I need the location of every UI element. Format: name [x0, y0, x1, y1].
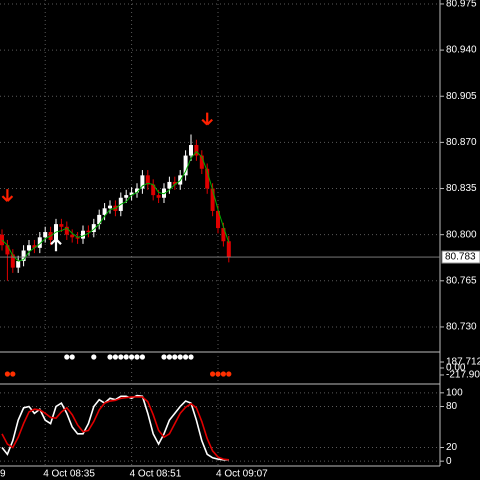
signal-dot [161, 354, 167, 360]
current-price-label: 80.783 [445, 252, 476, 263]
candle-body [226, 241, 231, 258]
y-tick-label: 80 [446, 401, 458, 412]
signal-dot [4, 371, 10, 377]
y-tick-label: 80.940 [446, 45, 477, 56]
candle-body [5, 245, 10, 255]
candle-body [162, 188, 166, 198]
y-tick-label: 80.765 [446, 275, 477, 286]
candle-body [16, 261, 21, 268]
signal-dot [139, 354, 145, 360]
signal-dot [226, 371, 232, 377]
candle-body [64, 226, 69, 235]
y-tick-label: 80.870 [446, 137, 477, 148]
candle-body [59, 224, 64, 227]
signal-dot [172, 354, 178, 360]
candle-body [91, 224, 96, 233]
y-tick-label: 80.835 [446, 183, 477, 194]
candle-body [102, 208, 107, 215]
candle-body [140, 175, 145, 189]
signal-dot [166, 354, 172, 360]
candle-body [37, 237, 42, 248]
stochastic-line [1, 394, 229, 461]
y-tick-label: 187.712 [446, 357, 480, 368]
candle-body [194, 145, 199, 156]
candle-body [221, 228, 226, 242]
current-price-box [441, 250, 480, 264]
candle-body [156, 195, 161, 198]
candle-body [145, 175, 150, 185]
candle-body [70, 234, 75, 238]
y-tick-label: 80.730 [446, 322, 477, 333]
x-tick-label: 4 Oct 08:35 [43, 469, 95, 480]
signal-dot [69, 354, 75, 360]
signal-dot [134, 354, 140, 360]
signal-dot [64, 354, 70, 360]
candle-body [81, 230, 85, 239]
signal-dot [210, 371, 216, 377]
candle-body [32, 245, 37, 248]
candle-body [124, 195, 129, 198]
candle-body [151, 184, 156, 196]
signal-dot [91, 354, 97, 360]
candle-body [129, 192, 134, 196]
sell-arrow [201, 112, 213, 126]
y-tick-label: 80.905 [446, 91, 477, 102]
signal-dot [188, 354, 194, 360]
candle-body [216, 210, 220, 229]
candle-body [43, 232, 48, 238]
signal-dot [118, 354, 124, 360]
y-tick-label: 20 [446, 442, 458, 453]
x-tick-label: 4 Oct 08:51 [130, 469, 182, 480]
y-tick-label: 0.00 [446, 363, 466, 374]
signal-dot [10, 371, 16, 377]
signal-dot [183, 354, 189, 360]
signal-dot [215, 371, 221, 377]
buy-arrow [50, 238, 62, 252]
candle-body [27, 245, 31, 251]
signal-dot [220, 371, 226, 377]
stochastic-line [1, 396, 229, 461]
candle-body [172, 181, 177, 185]
candle-body [189, 145, 193, 156]
candle-body [97, 214, 102, 225]
signal-dot [107, 354, 113, 360]
y-tick-label: 0 [446, 456, 452, 467]
candle-body [108, 205, 112, 209]
candle-body [205, 168, 210, 189]
x-tick-label: 9 [0, 469, 6, 480]
candle-body [199, 155, 204, 169]
signal-dot [123, 354, 129, 360]
candle-body [10, 254, 15, 268]
candle-body [86, 230, 91, 233]
sell-arrow [1, 189, 14, 202]
candle-body [210, 188, 215, 211]
signal-dot [177, 354, 183, 360]
candle-body [75, 237, 80, 239]
signal-dot [112, 354, 118, 360]
candle-body [183, 155, 188, 176]
candle-body [21, 250, 26, 262]
y-tick-label: 100 [446, 387, 463, 398]
signal-dot [129, 354, 135, 360]
y-tick-label: 80.800 [446, 229, 477, 240]
candle-body [135, 188, 139, 193]
x-tick-label: 4 Oct 09:07 [216, 469, 268, 480]
y-tick-label: -217.90 [446, 370, 480, 381]
y-tick-label: 80.975 [446, 0, 477, 10]
candle-body [167, 181, 172, 189]
moving-average [1, 150, 230, 262]
